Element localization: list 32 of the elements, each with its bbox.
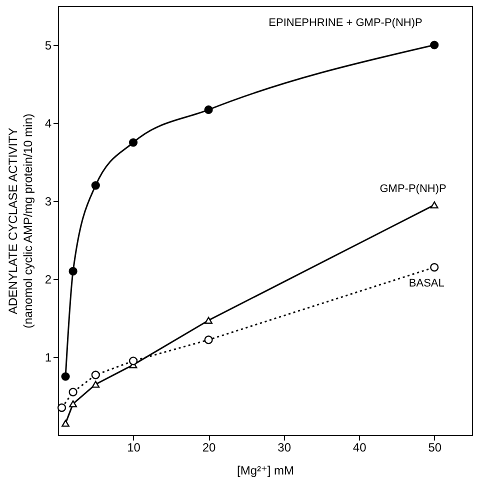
x-tick-label: 50: [428, 440, 442, 454]
y-tick-label: 5: [44, 38, 52, 52]
point: [204, 316, 212, 324]
point: [69, 400, 78, 408]
point: [62, 420, 70, 427]
point: [128, 356, 138, 366]
series-label: EPINEPHRINE + GMP-P(NH)P: [268, 17, 422, 29]
point: [92, 380, 100, 388]
series-label: BASAL: [408, 277, 444, 290]
x-tick-label: 40: [352, 440, 367, 454]
point: [430, 40, 439, 50]
point: [204, 336, 213, 344]
point: [68, 388, 78, 396]
y-tick-label: 2: [44, 272, 52, 286]
point: [61, 372, 70, 381]
series-label: GMP-P(NH)P: [380, 182, 446, 195]
point: [128, 138, 138, 147]
y-tick-label: 3: [44, 194, 52, 208]
x-axis-title: [Mg²⁺] mM: [237, 464, 294, 478]
point: [57, 403, 66, 412]
y-tick-label: 1: [44, 350, 52, 364]
point: [91, 181, 100, 190]
x-tick-label: 20: [202, 440, 216, 454]
x-tick-label: 10: [127, 440, 141, 454]
x-tick-label: 30: [278, 440, 292, 454]
y-tick-label: 4: [44, 116, 52, 130]
y-axis-title: ADENYLATE CYCLASE ACTIVITY (nanomol cyclic AMP/mg protein/10 min): [6, 114, 35, 328]
point: [91, 370, 100, 380]
point: [68, 266, 78, 276]
point: [430, 201, 438, 208]
point: [204, 105, 213, 114]
point: [430, 263, 439, 272]
